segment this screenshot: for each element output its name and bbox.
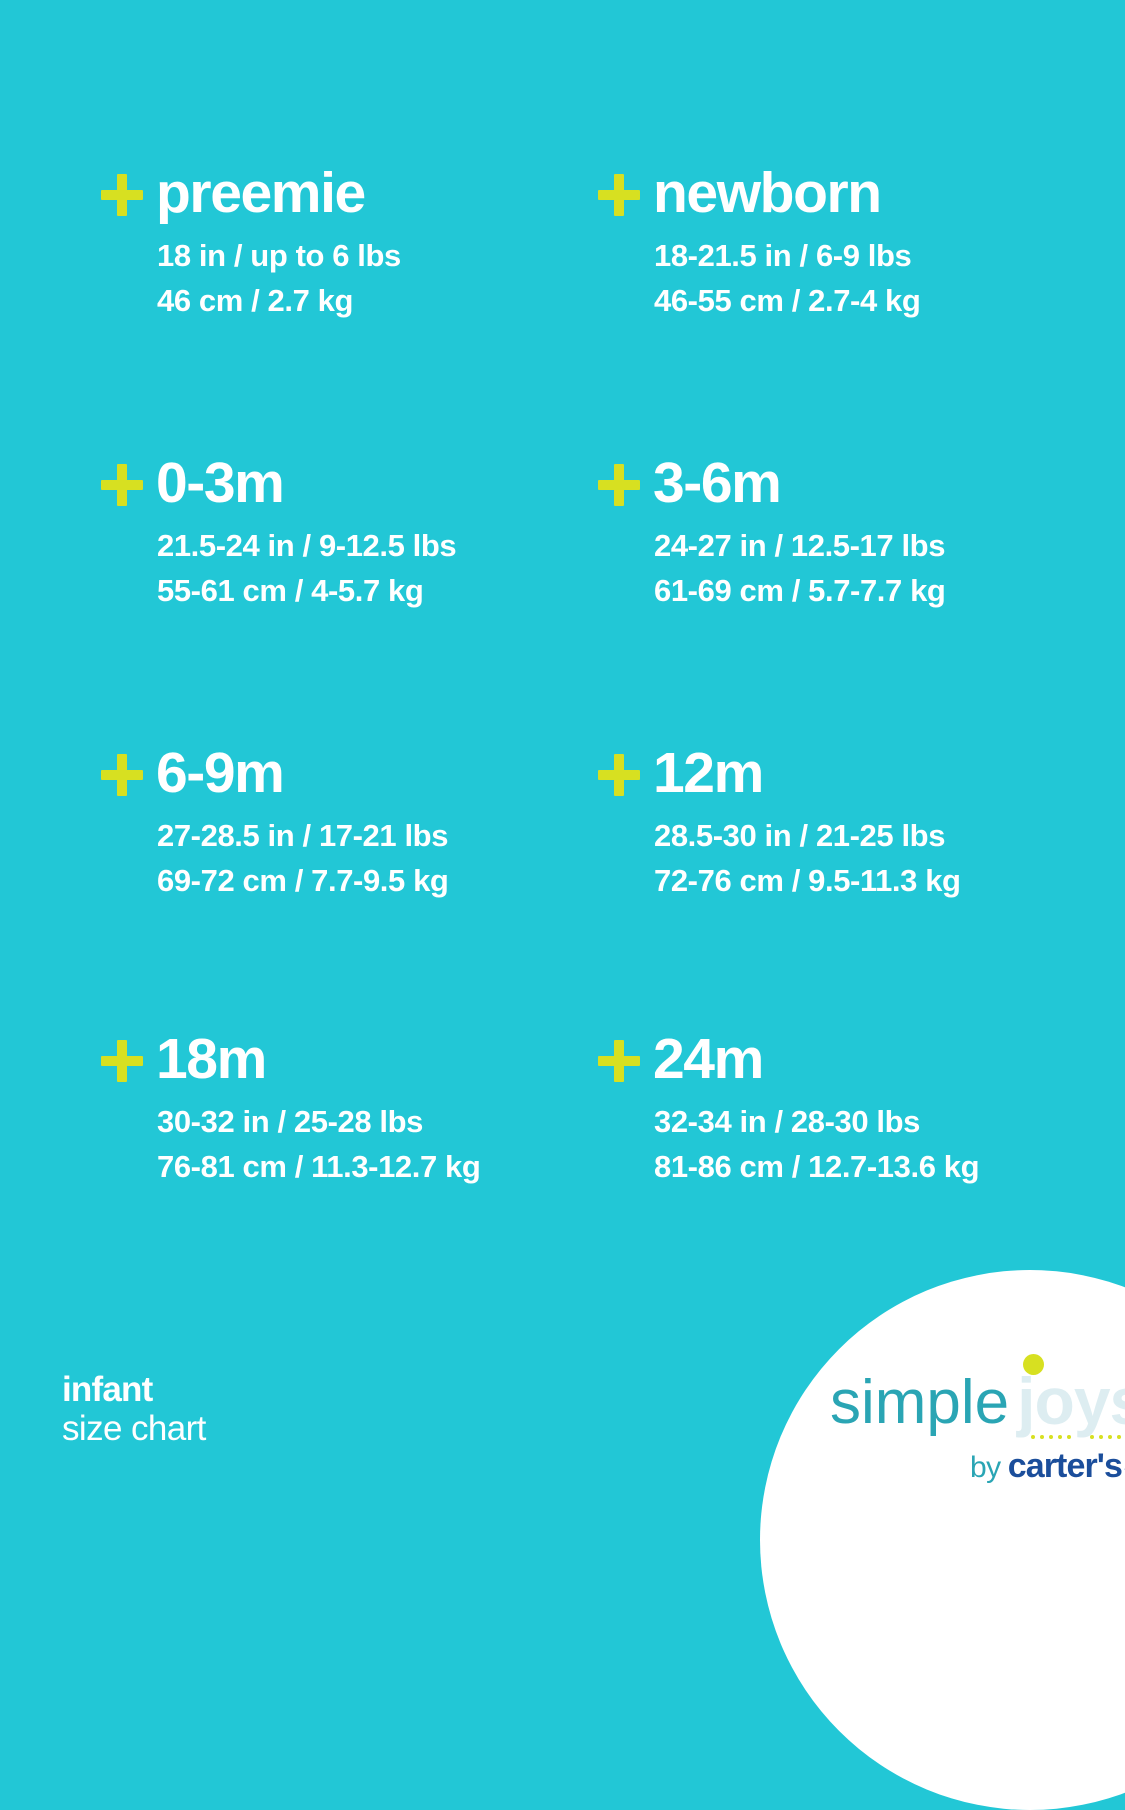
logo-joys-wrap: joys [1017, 1354, 1125, 1439]
plus-icon [100, 1039, 144, 1083]
size-heading: preemie [100, 162, 600, 224]
infant-size-chart-page: { "theme": { "background": "#22C7D6", "t… [62, 162, 1125, 1810]
size-imperial: 32-34 in / 28-30 lbs [654, 1104, 920, 1139]
size-heading: 12m [597, 742, 1097, 804]
size-entry-24m: 24m 32-34 in / 28-30 lbs 81-86 cm / 12.7… [597, 1028, 1097, 1190]
logo-byline: by carter's ™ [830, 1447, 1125, 1486]
logo-carters-text: carter's [1007, 1446, 1123, 1485]
size-label: 12m [653, 740, 764, 805]
logo-dotted-flourish-icon [1031, 1434, 1125, 1439]
page-title: infant [62, 1369, 153, 1409]
plus-icon [100, 753, 144, 797]
size-metric: 81-86 cm / 12.7-13.6 kg [654, 1148, 980, 1184]
size-grid: preemie 18 in / up to 6 lbs 46 cm / 2.7 … [100, 162, 1097, 1190]
size-label: preemie [156, 160, 366, 225]
size-imperial: 18 in / up to 6 lbs [157, 238, 401, 273]
size-imperial: 30-32 in / 25-28 lbs [157, 1104, 423, 1139]
size-entry-3-6m: 3-6m 24-27 in / 12.5-17 lbs 61-69 cm / 5… [597, 452, 1097, 614]
size-label: 3-6m [653, 450, 782, 515]
size-entry-12m: 12m 28.5-30 in / 21-25 lbs 72-76 cm / 9.… [597, 742, 1097, 904]
brand-logo: simple joys by carter's ™ [830, 1354, 1125, 1486]
plus-icon [597, 173, 641, 217]
size-label: 24m [653, 1026, 764, 1091]
logo-simple-text: simple [830, 1367, 1010, 1437]
size-label: 6-9m [156, 740, 285, 805]
footer-label: infant size chart [62, 1370, 206, 1448]
brand-logo-badge: simple joys by carter's ™ [760, 1270, 1125, 1810]
logo-wordmark: simple joys [830, 1354, 1125, 1439]
size-imperial: 21.5-24 in / 9-12.5 lbs [157, 528, 457, 563]
plus-icon [597, 1039, 641, 1083]
size-label: 18m [156, 1026, 267, 1091]
size-imperial: 28.5-30 in / 21-25 lbs [654, 818, 946, 853]
dot-group [1090, 1434, 1125, 1439]
plus-icon [100, 173, 144, 217]
page-subtitle: size chart [62, 1408, 206, 1448]
size-imperial: 27-28.5 in / 17-21 lbs [157, 818, 449, 853]
size-entry-0-3m: 0-3m 21.5-24 in / 9-12.5 lbs 55-61 cm / … [100, 452, 600, 614]
size-heading: 18m [100, 1028, 600, 1090]
size-metric: 46-55 cm / 2.7-4 kg [654, 282, 921, 318]
dot-group [1031, 1434, 1072, 1439]
size-heading: 6-9m [100, 742, 600, 804]
size-label: 0-3m [156, 450, 285, 515]
size-metric: 61-69 cm / 5.7-7.7 kg [654, 572, 946, 608]
size-heading: 0-3m [100, 452, 600, 514]
size-imperial: 24-27 in / 12.5-17 lbs [654, 528, 946, 563]
size-metric: 69-72 cm / 7.7-9.5 kg [157, 862, 449, 898]
size-heading: 24m [597, 1028, 1097, 1090]
plus-icon [597, 463, 641, 507]
size-entry-preemie: preemie 18 in / up to 6 lbs 46 cm / 2.7 … [100, 162, 600, 324]
size-metric: 76-81 cm / 11.3-12.7 kg [157, 1148, 481, 1184]
size-heading: newborn [597, 162, 1097, 224]
size-metric: 72-76 cm / 9.5-11.3 kg [654, 862, 961, 898]
size-entry-6-9m: 6-9m 27-28.5 in / 17-21 lbs 69-72 cm / 7… [100, 742, 600, 904]
logo-by-text: by [970, 1450, 1001, 1484]
size-label: newborn [653, 160, 882, 225]
size-metric: 55-61 cm / 4-5.7 kg [157, 572, 424, 608]
logo-joys-text: joys [1017, 1364, 1125, 1438]
size-entry-18m: 18m 30-32 in / 25-28 lbs 76-81 cm / 11.3… [100, 1028, 600, 1190]
size-metric: 46 cm / 2.7 kg [157, 282, 354, 318]
size-imperial: 18-21.5 in / 6-9 lbs [654, 238, 912, 273]
logo-dot-icon [1023, 1354, 1045, 1375]
size-entry-newborn: newborn 18-21.5 in / 6-9 lbs 46-55 cm / … [597, 162, 1097, 324]
size-heading: 3-6m [597, 452, 1097, 514]
plus-icon [100, 463, 144, 507]
plus-icon [597, 753, 641, 797]
